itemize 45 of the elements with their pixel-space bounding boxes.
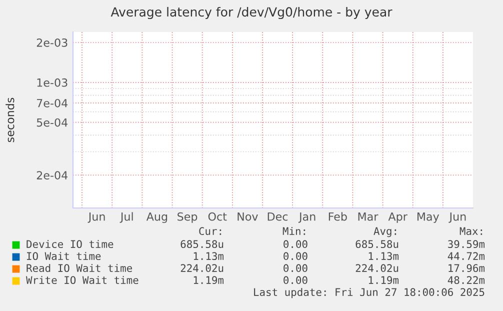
y-tick-label: 5e-04	[36, 118, 68, 127]
x-tick-label: Dec	[268, 212, 288, 221]
text: 0.00	[284, 240, 308, 248]
x-tick-label: Jan	[298, 212, 316, 223]
x-tick-label: Mar	[358, 212, 378, 221]
legend-label: Read IO Wait time	[26, 264, 132, 272]
text: 1.19m	[368, 276, 399, 284]
x-tick-label: Feb	[328, 212, 347, 221]
x-tick-label: Jun	[88, 212, 105, 223]
text: 685.58u	[180, 240, 224, 248]
text: 224.02u	[180, 264, 224, 272]
x-tick-label: Apr	[388, 212, 408, 223]
text: Max:	[460, 227, 482, 236]
y-tick-label: 2e-03	[36, 38, 68, 47]
text: Cur:	[199, 227, 222, 236]
y-tick-label: 1e-03	[37, 78, 68, 87]
text: 48.22m	[448, 276, 485, 284]
x-tick-label: Aug	[146, 212, 168, 223]
y-tick-label: 7e-04	[36, 98, 68, 108]
text: 44.72m	[448, 252, 485, 260]
x-tick-label: Sep	[178, 212, 198, 223]
legend-label: IO Wait time	[27, 252, 101, 260]
x-tick-label: Jul	[120, 212, 133, 223]
x-tick-label: Oct	[208, 212, 227, 221]
text: 0.00	[284, 252, 308, 260]
text: 39.59m	[448, 240, 485, 248]
text: 685.58u	[356, 240, 398, 248]
text: 224.02u	[356, 264, 398, 272]
text: Avg:	[374, 227, 396, 238]
x-tick-label: Jun	[448, 212, 466, 223]
text: Last update: Fri Jun 27 18:00:06 2025	[254, 288, 484, 298]
legend-label: Device IO time	[26, 240, 114, 248]
x-tick-label: May	[417, 212, 440, 223]
y-axis-title: seconds	[6, 98, 14, 142]
y-tick-label: 2e-04	[36, 171, 68, 180]
text: 0.00	[284, 276, 308, 284]
chart-title: Average latency for /dev/Vg0/home - by year	[110, 6, 392, 20]
legend-label: Write IO Wait time	[26, 276, 138, 284]
text: 1.13m	[368, 252, 399, 260]
x-tick-label: Nov	[238, 212, 258, 221]
text: 1.19m	[194, 276, 224, 284]
text: 17.96m	[448, 264, 485, 272]
text: Min:	[282, 226, 306, 235]
text: 0.00	[284, 264, 308, 272]
text: 1.13m	[194, 252, 224, 260]
